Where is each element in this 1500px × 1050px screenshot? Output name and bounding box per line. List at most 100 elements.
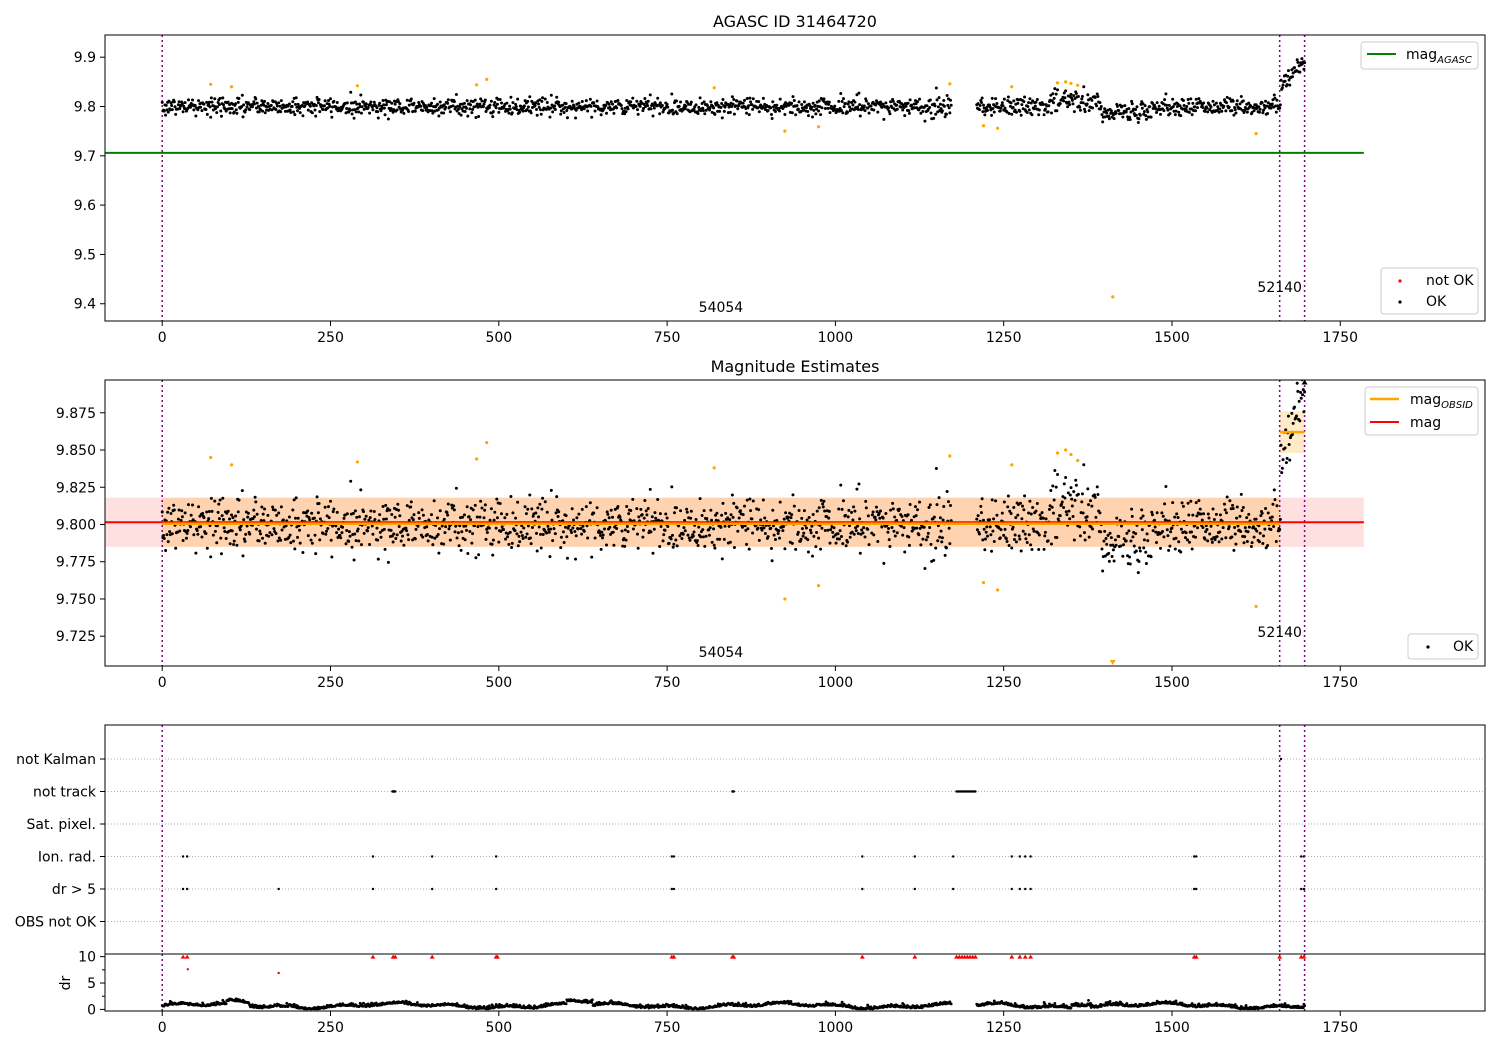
ok-point	[639, 507, 643, 511]
ok-point	[903, 550, 907, 554]
ok-point	[691, 534, 695, 538]
ok-point	[271, 505, 275, 509]
ok-point	[1090, 98, 1094, 102]
ok-point	[209, 496, 213, 500]
ok-point	[1297, 399, 1301, 403]
ok-point	[745, 111, 749, 115]
ok-point	[1203, 537, 1207, 541]
ok-point	[609, 508, 613, 512]
ok-point	[235, 111, 239, 115]
ok-point	[598, 534, 602, 538]
ok-point	[240, 105, 244, 109]
ok-point	[978, 103, 982, 107]
ok-point	[1089, 499, 1093, 503]
ok-point	[585, 524, 589, 528]
ok-point	[1284, 428, 1288, 432]
ok-point	[221, 96, 225, 100]
ok-point	[438, 527, 442, 531]
ok-point	[615, 106, 619, 110]
x-tick-label: 250	[317, 675, 344, 691]
ok-point	[1056, 517, 1060, 521]
ok-point	[565, 556, 569, 560]
ok-point	[1216, 105, 1220, 109]
ok-point	[1052, 498, 1056, 502]
ok-point	[1127, 107, 1131, 111]
ok-point	[258, 529, 262, 533]
ok-point	[254, 106, 258, 110]
ok-point	[191, 518, 195, 522]
ok-point	[1270, 515, 1274, 519]
ok-point	[574, 557, 578, 561]
ok-point	[712, 527, 716, 531]
ok-point	[811, 554, 815, 558]
ok-point	[984, 537, 988, 541]
ok-point	[600, 530, 604, 534]
ok-point	[1058, 514, 1062, 518]
flag-point	[672, 855, 676, 858]
ok-point	[1211, 99, 1215, 103]
ok-point	[819, 113, 823, 117]
ok-point	[1096, 95, 1100, 99]
ok-point	[465, 99, 469, 103]
ok-point	[1068, 103, 1072, 107]
ok-point	[1018, 537, 1022, 541]
ok-point	[281, 518, 285, 522]
ok-point	[904, 104, 908, 108]
ok-point	[1005, 540, 1009, 544]
ok-point	[1218, 107, 1222, 111]
ok-point	[1220, 109, 1224, 113]
ok-point	[1139, 516, 1143, 520]
ok-point	[797, 100, 801, 104]
panel-agasc-ticks: 0 250 500 750 1000 1250 1500 17509.49.59.69.79.…	[74, 50, 1358, 346]
ok-point	[887, 106, 891, 110]
ok-point	[918, 500, 922, 504]
ok-point	[1069, 92, 1073, 96]
ok-point	[498, 98, 502, 102]
ok-point	[736, 107, 740, 111]
ok-point	[1279, 78, 1283, 82]
ok-point	[992, 540, 996, 544]
ok-point	[889, 508, 893, 512]
ok-point	[376, 538, 380, 542]
ok-point	[1128, 115, 1132, 119]
ok-point	[255, 512, 259, 516]
flag-point	[913, 855, 917, 858]
ok-point	[345, 106, 349, 110]
ok-point	[162, 536, 166, 540]
ok-point	[611, 515, 615, 519]
ok-point	[484, 109, 488, 113]
ok-point	[510, 111, 514, 115]
ok-point	[1222, 502, 1226, 506]
ok-point	[1170, 526, 1174, 530]
ok-point	[1185, 538, 1189, 542]
ok-point	[800, 102, 804, 106]
ok-point	[211, 533, 215, 537]
ok-point	[880, 525, 884, 529]
ok-point	[296, 102, 300, 106]
ok-point	[1051, 511, 1055, 515]
ok-point	[556, 514, 560, 518]
ok-point	[499, 512, 503, 516]
ok-point	[194, 114, 198, 118]
flag-point	[861, 855, 864, 858]
ok-point	[552, 527, 556, 531]
ok-point	[398, 514, 402, 518]
ok-point	[822, 499, 826, 503]
ok-point	[1232, 113, 1236, 117]
ok-point	[1162, 535, 1166, 539]
outlier-point	[485, 440, 489, 445]
ok-point	[1083, 538, 1087, 542]
ok-point	[254, 527, 258, 531]
ok-point	[553, 104, 557, 108]
ok-point	[1009, 101, 1013, 105]
ok-point	[891, 99, 895, 103]
ok-point	[366, 529, 370, 533]
ok-point	[1298, 70, 1302, 74]
ok-point	[730, 104, 734, 108]
ok-point	[1296, 389, 1300, 393]
ok-point	[1123, 104, 1127, 108]
ok-point	[384, 103, 388, 107]
ok-point	[407, 103, 411, 107]
ok-point	[462, 101, 466, 105]
